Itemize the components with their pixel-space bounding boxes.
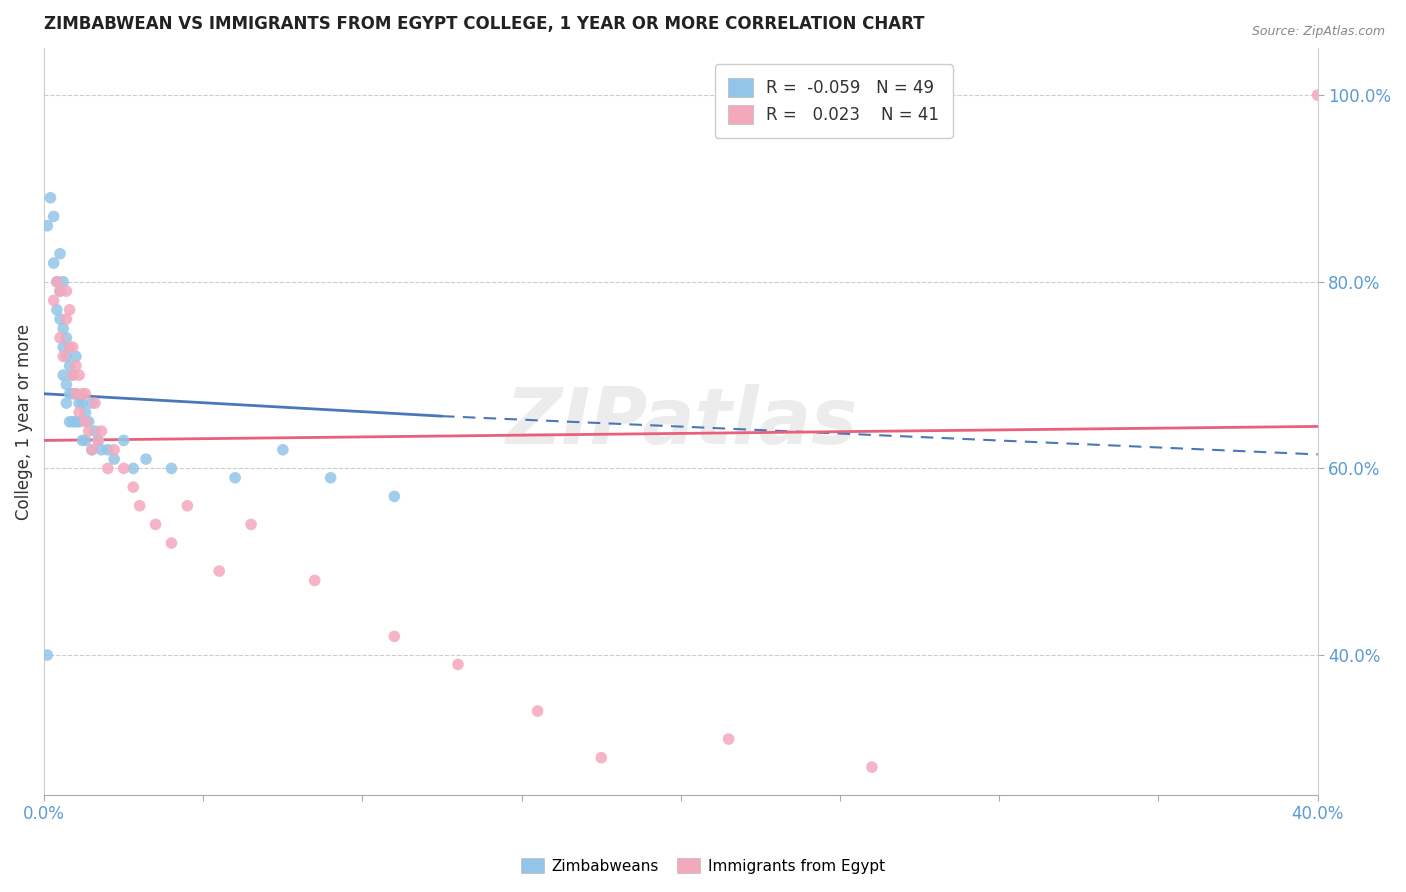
Point	[72, 386, 94, 401]
Point	[37, 219, 59, 233]
Point	[49, 284, 72, 298]
Point	[75, 434, 97, 448]
Point	[52, 321, 75, 335]
Point	[80, 442, 103, 457]
Point	[591, 750, 613, 764]
Point	[49, 312, 72, 326]
Legend: R =  -0.059   N = 49, R =   0.023    N = 41: R = -0.059 N = 49, R = 0.023 N = 41	[714, 64, 953, 137]
Point	[122, 461, 145, 475]
Point	[271, 442, 294, 457]
Point	[75, 386, 97, 401]
Point	[84, 396, 107, 410]
Point	[90, 424, 112, 438]
Point	[42, 210, 65, 224]
Point	[717, 732, 740, 747]
Point	[42, 256, 65, 270]
Point	[58, 359, 80, 373]
Point	[526, 704, 548, 718]
Point	[87, 434, 110, 448]
Point	[97, 461, 120, 475]
Point	[1306, 88, 1329, 103]
Y-axis label: College, 1 year or more: College, 1 year or more	[15, 324, 32, 520]
Point	[49, 284, 72, 298]
Point	[112, 461, 135, 475]
Point	[80, 442, 103, 457]
Point	[160, 536, 183, 550]
Point	[39, 191, 62, 205]
Point	[135, 452, 157, 467]
Point	[90, 442, 112, 457]
Point	[103, 452, 125, 467]
Point	[55, 284, 77, 298]
Point	[58, 340, 80, 354]
Point	[55, 312, 77, 326]
Point	[160, 461, 183, 475]
Point	[52, 275, 75, 289]
Point	[49, 331, 72, 345]
Point	[122, 480, 145, 494]
Point	[45, 275, 67, 289]
Point	[58, 415, 80, 429]
Point	[58, 302, 80, 317]
Point	[67, 415, 90, 429]
Point	[67, 368, 90, 383]
Point	[55, 377, 77, 392]
Point	[860, 760, 883, 774]
Point	[55, 331, 77, 345]
Point	[65, 386, 87, 401]
Point	[62, 386, 84, 401]
Point	[37, 648, 59, 662]
Text: Source: ZipAtlas.com: Source: ZipAtlas.com	[1251, 25, 1385, 38]
Point	[128, 499, 150, 513]
Point	[103, 442, 125, 457]
Point	[382, 629, 405, 643]
Point	[62, 368, 84, 383]
Point	[52, 350, 75, 364]
Point	[52, 340, 75, 354]
Point	[67, 396, 90, 410]
Point	[97, 442, 120, 457]
Point	[55, 396, 77, 410]
Point	[77, 415, 100, 429]
Point	[80, 396, 103, 410]
Point	[240, 517, 263, 532]
Point	[62, 340, 84, 354]
Point	[49, 246, 72, 260]
Point	[65, 350, 87, 364]
Point	[62, 415, 84, 429]
Point	[72, 396, 94, 410]
Point	[65, 415, 87, 429]
Point	[45, 275, 67, 289]
Point	[65, 359, 87, 373]
Point	[224, 471, 246, 485]
Point	[84, 424, 107, 438]
Point	[75, 405, 97, 419]
Point	[382, 490, 405, 504]
Point	[208, 564, 231, 578]
Point	[62, 368, 84, 383]
Point	[75, 415, 97, 429]
Point	[87, 434, 110, 448]
Text: ZIPatlas: ZIPatlas	[505, 384, 858, 459]
Point	[52, 368, 75, 383]
Point	[67, 405, 90, 419]
Point	[319, 471, 342, 485]
Point	[447, 657, 470, 672]
Point	[176, 499, 198, 513]
Point	[58, 386, 80, 401]
Text: ZIMBABWEAN VS IMMIGRANTS FROM EGYPT COLLEGE, 1 YEAR OR MORE CORRELATION CHART: ZIMBABWEAN VS IMMIGRANTS FROM EGYPT COLL…	[44, 15, 925, 33]
Legend: Zimbabweans, Immigrants from Egypt: Zimbabweans, Immigrants from Egypt	[515, 852, 891, 880]
Point	[77, 424, 100, 438]
Point	[145, 517, 167, 532]
Point	[112, 434, 135, 448]
Point	[65, 386, 87, 401]
Point	[45, 302, 67, 317]
Point	[72, 434, 94, 448]
Point	[42, 293, 65, 308]
Point	[55, 350, 77, 364]
Point	[304, 574, 326, 588]
